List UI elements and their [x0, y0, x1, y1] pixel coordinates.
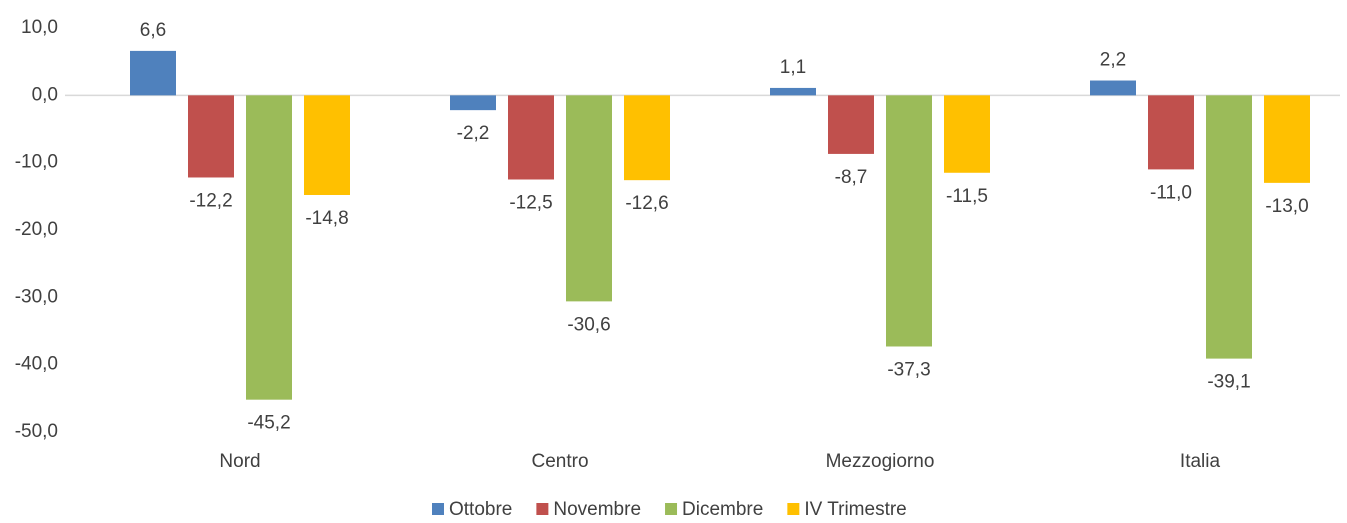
y-tick-label: -20,0	[15, 219, 58, 240]
value-label: 2,2	[1100, 50, 1126, 71]
bar	[624, 95, 670, 181]
value-label: -12,2	[189, 190, 232, 211]
value-label: -2,2	[457, 123, 490, 144]
bar	[886, 95, 932, 347]
legend-swatch	[536, 503, 549, 515]
bar	[508, 95, 554, 180]
bar	[1090, 80, 1136, 96]
legend-label: Dicembre	[682, 499, 763, 518]
y-tick-label: -30,0	[15, 286, 58, 307]
x-tick-label: Centro	[531, 451, 588, 472]
x-tick-label: Nord	[219, 451, 260, 472]
value-label: -12,6	[625, 193, 668, 214]
x-tick-label: Italia	[1180, 451, 1221, 472]
legend-label: Ottobre	[449, 499, 512, 518]
bar	[1206, 95, 1252, 359]
legend-swatch	[665, 503, 678, 515]
value-label: 6,6	[140, 20, 166, 41]
value-label: -45,2	[247, 413, 290, 434]
bar	[1264, 95, 1310, 183]
value-label: -11,5	[946, 186, 988, 207]
value-label: -39,1	[1207, 372, 1250, 393]
legend-label: IV Trimestre	[804, 499, 906, 518]
bar	[1148, 95, 1194, 170]
y-tick-label: -10,0	[15, 152, 58, 173]
value-label: 1,1	[780, 57, 806, 78]
value-label: -37,3	[887, 360, 930, 381]
value-label: -11,0	[1150, 182, 1192, 203]
bar	[770, 87, 816, 96]
value-label: -14,8	[305, 208, 348, 229]
legend-swatch	[432, 503, 444, 515]
value-label: -8,7	[835, 167, 868, 188]
value-label: -12,5	[509, 193, 552, 214]
value-label: -13,0	[1265, 196, 1308, 217]
y-tick-label: -40,0	[15, 354, 58, 375]
bar	[130, 50, 176, 96]
bar	[566, 95, 612, 302]
value-label: -30,6	[567, 314, 610, 335]
bar	[188, 95, 234, 178]
bar	[246, 95, 292, 400]
bar	[828, 95, 874, 154]
bar	[304, 95, 350, 195]
x-tick-label: Mezzogiorno	[826, 451, 935, 472]
y-tick-label: 0,0	[32, 84, 58, 105]
y-tick-label: -50,0	[15, 421, 58, 442]
bar	[450, 95, 496, 111]
legend-label: Novembre	[553, 499, 641, 518]
bar	[944, 95, 990, 173]
legend-swatch	[787, 503, 800, 515]
y-tick-label: 10,0	[21, 17, 58, 38]
